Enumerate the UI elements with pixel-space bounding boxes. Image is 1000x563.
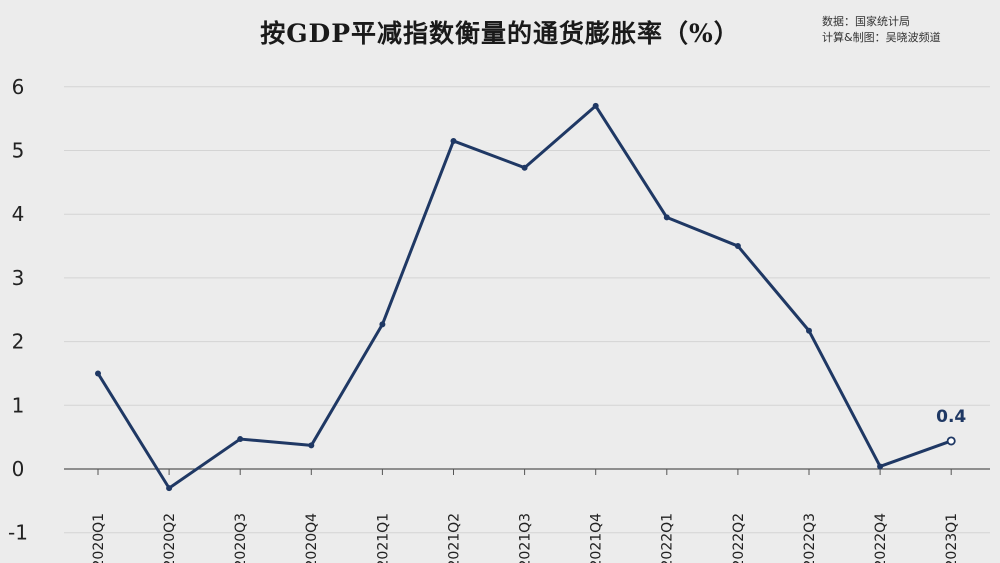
y-tick-label: 3 xyxy=(12,266,25,290)
data-point xyxy=(592,102,599,109)
data-point xyxy=(663,214,670,221)
x-tick-label: 2022Q2 xyxy=(731,513,747,563)
y-tick-label: 0 xyxy=(12,457,25,481)
x-tick-label: 2020Q1 xyxy=(91,513,107,563)
source-line-credit: 计算&制图：吴晓波频道 xyxy=(822,31,941,44)
y-tick-label: 6 xyxy=(12,75,25,99)
x-tick-label: 2020Q4 xyxy=(304,513,320,563)
x-tick-label: 2021Q3 xyxy=(518,513,534,563)
y-tick-label: 2 xyxy=(12,330,25,354)
data-label: 0.4 xyxy=(936,407,966,427)
data-point xyxy=(308,442,315,449)
data-point xyxy=(166,485,173,492)
data-point xyxy=(877,463,884,470)
x-tick-label: 2021Q1 xyxy=(375,513,391,563)
y-tick-label: -1 xyxy=(8,521,28,545)
source-note: 数据：国家统计局 计算&制图：吴晓波频道 xyxy=(822,14,941,46)
y-tick-label: 4 xyxy=(12,202,25,226)
data-point xyxy=(95,370,101,377)
x-tick-label: 2022Q3 xyxy=(802,513,818,563)
data-point xyxy=(450,137,457,144)
data-point xyxy=(806,327,812,334)
x-tick-label: 2020Q3 xyxy=(233,513,249,563)
data-point xyxy=(379,321,386,328)
x-tick-label: 2022Q4 xyxy=(873,513,889,563)
series-line xyxy=(96,104,952,490)
x-tick-label: 2022Q1 xyxy=(660,513,676,563)
y-tick-label: 5 xyxy=(12,139,25,163)
x-tick-label: 2021Q4 xyxy=(589,513,605,563)
y-tick-label: 1 xyxy=(12,393,25,417)
chart-title: 按GDP平减指数衡量的通货膨胀率（%） xyxy=(260,19,740,48)
x-tick-label: 2023Q1 xyxy=(944,513,960,563)
source-line-data: 数据：国家统计局 xyxy=(822,15,910,28)
data-point xyxy=(521,164,528,171)
data-point xyxy=(946,436,956,446)
data-point xyxy=(237,436,244,443)
x-tick-label: 2021Q2 xyxy=(446,513,462,563)
data-point xyxy=(734,243,741,250)
x-tick-label: 2020Q2 xyxy=(162,513,178,563)
